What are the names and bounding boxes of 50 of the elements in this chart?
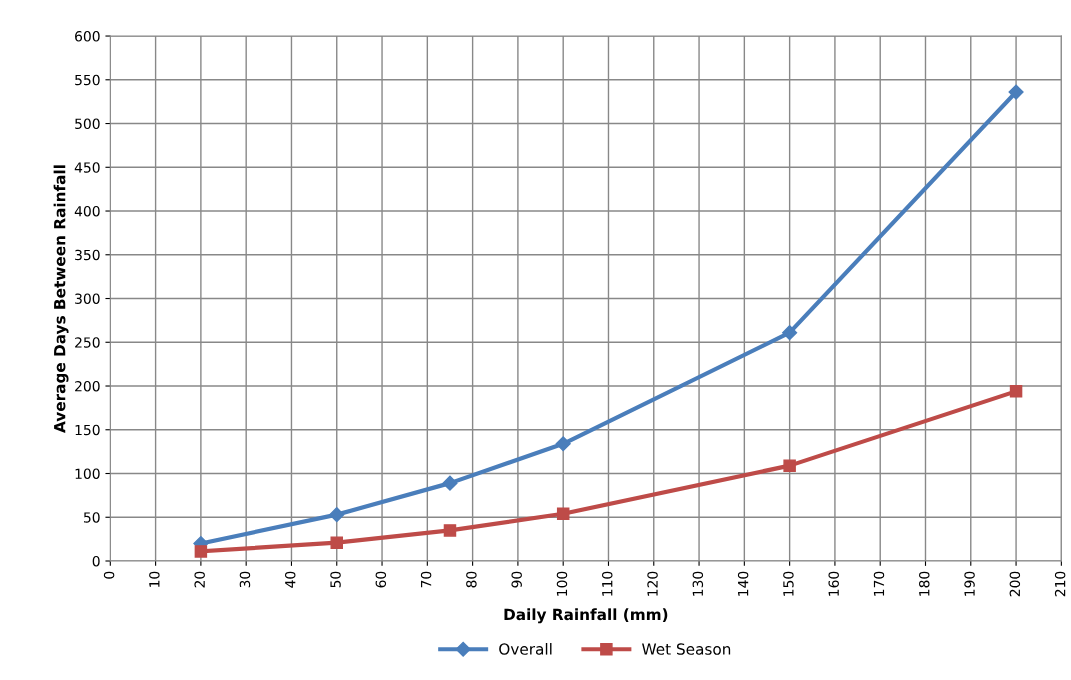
x-tick-label: 80 [466, 571, 477, 588]
point [1008, 84, 1024, 100]
x-tick-label: 210 [1054, 571, 1066, 597]
x-tick-label: 160 [828, 571, 839, 596]
point [556, 507, 570, 521]
legend-label: Wet Season [642, 643, 731, 655]
y-tick-label: 350 [75, 249, 100, 261]
x-tick-label: 140 [737, 571, 749, 596]
point [329, 507, 345, 523]
x-tick-label: 100 [556, 571, 568, 596]
y-tick-label: 150 [75, 424, 100, 436]
point [1009, 385, 1023, 398]
y-tick-label: 250 [75, 337, 100, 348]
point [555, 436, 571, 452]
y-tick-label: 400 [74, 206, 100, 217]
x-tick-label: 90 [511, 571, 522, 588]
y-axis-title: Average Days Between Rainfall [53, 165, 69, 433]
x-tick-label: 170 [873, 571, 885, 596]
x-tick-label: 10 [149, 571, 160, 587]
x-tick-label: 70 [420, 571, 432, 588]
point [442, 475, 458, 491]
x-tick-label: 120 [647, 571, 658, 596]
y-tick-label: 600 [75, 31, 100, 42]
x-axis-title: Daily Rainfall (mm) [504, 608, 668, 624]
y-tick-label: 100 [75, 468, 100, 479]
point [783, 459, 796, 472]
y-tick-label: 450 [74, 162, 100, 173]
x-tick-label: 0 [103, 571, 115, 579]
legend-label: Overall [499, 642, 552, 655]
x-tick-label: 40 [284, 571, 296, 588]
x-tick-label: 60 [375, 571, 387, 588]
x-tick-label: 110 [602, 571, 613, 596]
point [782, 325, 798, 341]
point [330, 536, 344, 549]
y-tick-label: 200 [75, 380, 100, 392]
y-tick-label: 50 [83, 512, 100, 523]
x-tick-label: 130 [692, 571, 704, 596]
x-tick-label: 150 [783, 571, 794, 596]
x-tick-label: 50 [330, 571, 341, 588]
x-tick-label: 200 [1009, 571, 1021, 597]
x-tick-label: 20 [194, 571, 205, 588]
x-tick-label: 30 [239, 571, 251, 588]
y-tick-label: 300 [75, 293, 100, 304]
point [194, 545, 208, 558]
y-tick-label: 550 [75, 74, 100, 86]
x-tick-label: 180 [919, 571, 930, 596]
x-tick-label: 190 [964, 571, 975, 596]
point [443, 524, 457, 537]
y-tick-label: 0 [92, 555, 100, 567]
y-tick-label: 500 [75, 118, 100, 130]
